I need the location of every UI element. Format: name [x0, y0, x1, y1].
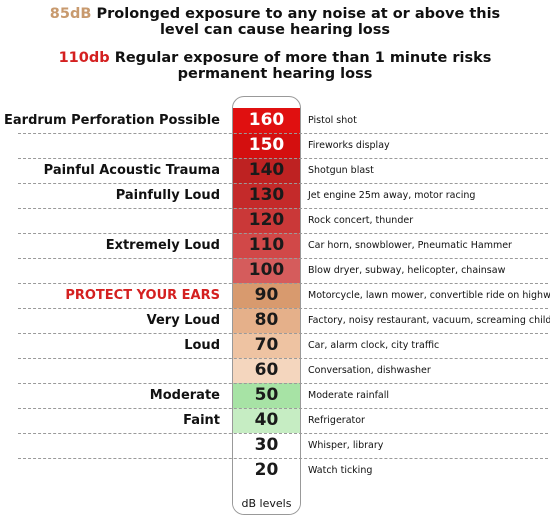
db-value-cell: 110: [233, 233, 300, 258]
noise-source: Rock concert, thunder: [308, 215, 414, 226]
level-label: Moderate: [149, 388, 220, 403]
level-label: Painful Acoustic Trauma: [43, 163, 220, 178]
row-divider: [18, 208, 548, 209]
header-85db-text-b: level can cause hearing loss: [159, 22, 391, 38]
header-110db-text-a: Regular exposure of more than 1 minute r…: [114, 50, 492, 66]
row-divider: [18, 333, 548, 334]
db-value-cell: 70: [233, 333, 300, 358]
noise-source: Moderate rainfall: [308, 390, 390, 401]
row-divider: [18, 133, 548, 134]
level-label: Extremely Loud: [105, 238, 220, 253]
header-line-110db: 110db Regular exposure of more than 1 mi…: [0, 50, 550, 82]
level-label: Loud: [184, 338, 220, 353]
db-value-cell: 90: [233, 283, 300, 308]
level-label: Very Loud: [146, 313, 220, 328]
noise-source: Car, alarm clock, city traffic: [308, 340, 440, 351]
db-value-cell: 150: [233, 133, 300, 158]
header-110db-value: 110db: [58, 50, 110, 66]
row-divider: [18, 458, 548, 459]
level-label: Painfully Loud: [115, 188, 220, 203]
db-scale-bar: 160 150 140 130 120 110 100 90 80 70 60 50 40 30 20 dB …: [232, 96, 301, 515]
db-value-cell: 30: [233, 433, 300, 458]
noise-source: Watch ticking: [308, 465, 373, 476]
level-label: Faint: [183, 413, 220, 428]
noise-source: Shotgun blast: [308, 165, 374, 176]
row-divider: [18, 433, 548, 434]
noise-source: Factory, noisy restaurant, vacuum, screa…: [308, 315, 550, 326]
db-value-cell: 60: [233, 358, 300, 383]
noise-source: Blow dryer, subway, helicopter, chainsaw: [308, 265, 506, 276]
noise-source: Pistol shot: [308, 115, 357, 126]
header-85db-value: 85dB: [49, 6, 92, 22]
db-value-cell: 130: [233, 183, 300, 208]
row-divider: [18, 358, 548, 359]
row-divider: [18, 408, 548, 409]
row-divider: [18, 233, 548, 234]
header-110db-text-b: permanent hearing loss: [177, 66, 373, 82]
db-value-cell: 100: [233, 258, 300, 283]
noise-source: Motorcycle, lawn mower, convertible ride…: [308, 290, 550, 301]
row-divider: [18, 158, 548, 159]
db-value-cell: 50: [233, 383, 300, 408]
noise-source: Conversation, dishwasher: [308, 365, 431, 376]
noise-source: Car horn, snowblower, Pneumatic Hammer: [308, 240, 512, 251]
db-value-cell: 140: [233, 158, 300, 183]
db-value-cell: 40: [233, 408, 300, 433]
row-divider: [18, 283, 548, 284]
noise-source: Fireworks display: [308, 140, 390, 151]
header-line-85db: 85dB Prolonged exposure to any noise at …: [0, 6, 550, 38]
level-label: PROTECT YOUR EARS: [65, 288, 220, 303]
header-85db-text-a: Prolonged exposure to any noise at or ab…: [96, 6, 501, 22]
row-divider: [18, 183, 548, 184]
db-value-cell: 20: [233, 458, 300, 483]
row-divider: [18, 383, 548, 384]
scale-caption: dB levels: [233, 494, 300, 514]
db-value-cell: 80: [233, 308, 300, 333]
row-divider: [18, 258, 548, 259]
db-value-cell: 120: [233, 208, 300, 233]
db-value-cell: 160: [233, 108, 300, 133]
noise-source: Refrigerator: [308, 415, 365, 426]
row-divider: [18, 308, 548, 309]
noise-source: Jet engine 25m away, motor racing: [308, 190, 476, 201]
noise-source: Whisper, library: [308, 440, 384, 451]
level-label: Eardrum Perforation Possible: [4, 113, 220, 128]
